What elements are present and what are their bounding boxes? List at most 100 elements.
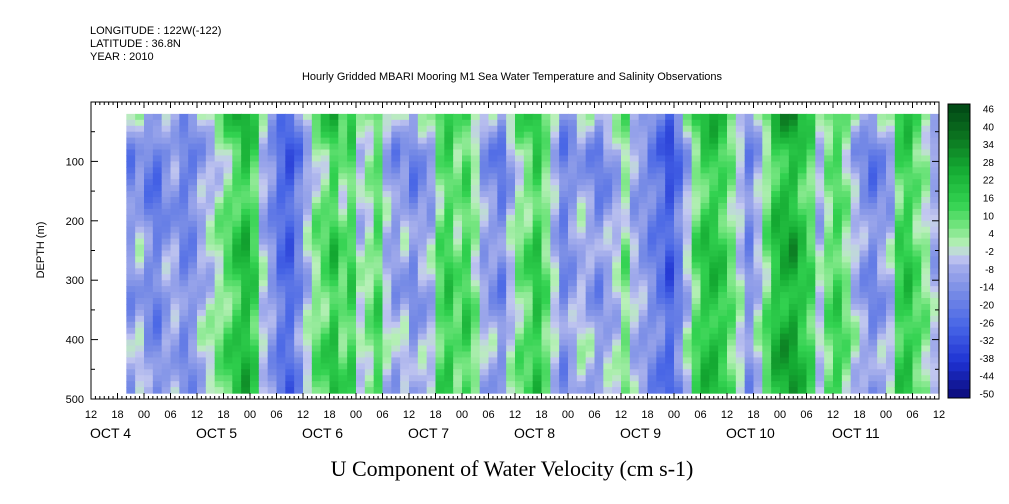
heatmap-cell [488, 125, 498, 133]
heatmap-cell [559, 185, 569, 192]
heatmap-cell [223, 268, 233, 275]
heatmap-cell [294, 381, 304, 388]
heatmap-cell [912, 262, 922, 269]
heatmap-cell [603, 197, 613, 204]
heatmap-cell [638, 173, 649, 180]
heatmap-cell [426, 333, 437, 341]
heatmap-cell [241, 238, 251, 246]
heatmap-cell [682, 298, 693, 305]
heatmap-cell [674, 238, 684, 246]
heatmap-cell [276, 339, 286, 347]
heatmap-cell [223, 179, 233, 186]
heatmap-cell [532, 357, 543, 364]
x-tick-label: 06 [906, 409, 918, 421]
heatmap-cell [629, 244, 640, 252]
heatmap-cell [488, 226, 498, 234]
heatmap-cell [470, 387, 481, 394]
heatmap-cell [709, 113, 719, 121]
heatmap-cell [409, 268, 419, 275]
heatmap-cell [453, 238, 463, 246]
heatmap-cell [709, 298, 719, 305]
heatmap-cell [568, 274, 578, 281]
heatmap-cell [727, 280, 737, 287]
heatmap-cell [197, 161, 207, 168]
heatmap-cell [806, 387, 816, 394]
heatmap-cell [568, 292, 578, 299]
heatmap-cell [267, 155, 278, 162]
heatmap-cell [197, 143, 207, 151]
heatmap-cell [691, 303, 702, 311]
heatmap-cell [400, 286, 410, 293]
heatmap-cell [179, 202, 189, 210]
heatmap-cell [285, 185, 295, 192]
heatmap-cell [356, 339, 366, 347]
heatmap-cell [152, 369, 163, 376]
heatmap-cell [205, 339, 216, 347]
heatmap-cell [532, 244, 543, 252]
heatmap-cell [735, 238, 746, 246]
heatmap-cell [152, 345, 163, 353]
heatmap-cell [824, 113, 834, 121]
heatmap-cell [665, 303, 675, 311]
heatmap-cell [859, 315, 869, 323]
heatmap-cell [232, 220, 242, 228]
heatmap-cell [391, 131, 401, 139]
heatmap-cell [665, 185, 675, 192]
heatmap-cell [532, 321, 543, 329]
heatmap-cell [144, 214, 154, 222]
heatmap-cell [930, 303, 940, 311]
heatmap-cell [559, 161, 569, 168]
heatmap-cell [559, 321, 569, 329]
heatmap-cell [223, 339, 233, 347]
heatmap-cell [727, 155, 737, 162]
heatmap-cell [674, 197, 684, 204]
heatmap-cell [841, 232, 852, 240]
heatmap-cell [232, 232, 242, 240]
heatmap-cell [594, 185, 604, 192]
heatmap-cell [479, 167, 490, 174]
heatmap-cell [152, 274, 163, 281]
heatmap-cell [532, 303, 543, 311]
heatmap-cell [833, 387, 843, 394]
heatmap-cell [806, 298, 816, 305]
heatmap-cell [179, 292, 189, 299]
heatmap-cell [285, 113, 295, 121]
heatmap-cell [735, 298, 746, 305]
heatmap-cell [391, 363, 401, 370]
heatmap-cell [806, 333, 816, 341]
heatmap-cell [568, 232, 578, 240]
heatmap-cell [877, 321, 887, 329]
heatmap-cell [400, 351, 410, 359]
heatmap-cell [205, 363, 216, 370]
heatmap-cell [674, 149, 684, 157]
heatmap-cell [250, 238, 260, 246]
heatmap-cell [232, 197, 242, 204]
heatmap-cell [444, 173, 454, 180]
colorbar-swatch [948, 228, 970, 239]
x-tick-label: 06 [694, 409, 706, 421]
heatmap-cell [488, 244, 498, 252]
heatmap-cell [135, 197, 145, 204]
heatmap-cell [267, 363, 278, 370]
heatmap-cell [815, 149, 825, 157]
heatmap-cell [780, 315, 790, 323]
heatmap-cell [532, 191, 543, 198]
heatmap-cell [930, 143, 940, 151]
heatmap-cell [700, 351, 710, 359]
heatmap-cell [894, 119, 905, 127]
heatmap-cell [647, 214, 657, 222]
heatmap-cell [930, 202, 940, 210]
heatmap-cell [841, 149, 852, 157]
heatmap-cell [188, 226, 198, 234]
heatmap-cell [788, 214, 799, 222]
heatmap-cell [356, 256, 366, 263]
heatmap-cell [426, 321, 437, 329]
heatmap-cell [347, 280, 357, 287]
heatmap-cell [656, 309, 666, 317]
heatmap-cell [638, 191, 649, 198]
heatmap-cell [841, 143, 852, 151]
heatmap-cell [214, 143, 225, 151]
heatmap-cell [921, 155, 931, 162]
heatmap-cell [612, 155, 622, 162]
